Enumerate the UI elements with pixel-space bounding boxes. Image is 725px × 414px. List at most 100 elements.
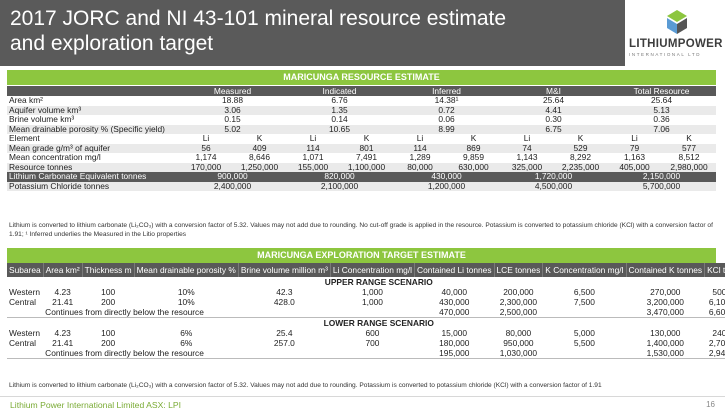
table-cell: 1,143: [516, 152, 538, 162]
resource-col-header: [7, 86, 179, 96]
row-label: Aquifer volume km³: [7, 105, 179, 115]
row-label: Mean drainable porosity % (Specific yiel…: [7, 124, 179, 134]
table-cell: [7, 307, 44, 318]
table-cell: K: [577, 133, 584, 143]
table-cell: 8,646: [249, 152, 270, 162]
logo-subtext: INTERNATIONAL LTD: [629, 52, 702, 57]
scenario-row: LOWER RANGE SCENARIO: [7, 317, 725, 328]
lithium-logo-icon: [667, 10, 687, 34]
table-cell: K: [363, 133, 370, 143]
table-cell: 2,100,000: [286, 181, 393, 191]
table-cell: 6,100,000: [704, 297, 725, 307]
table-cell: 6.75: [500, 124, 607, 134]
row-label: Potassium Chloride tonnes: [7, 181, 179, 191]
table-cell: 2,300,000: [494, 297, 543, 307]
row-label: Area km²: [9, 95, 43, 105]
table-cell: 430,000: [393, 171, 500, 182]
table-cell: 114: [286, 143, 340, 153]
table-cell: 42.3: [238, 287, 331, 297]
row-label: Lithium Carbonate Equivalent tonnes: [7, 171, 179, 182]
table-row: Continues from directly below the resour…: [7, 307, 725, 318]
table-cell: 9,859: [463, 152, 484, 162]
table-cell: 180,000: [414, 338, 495, 348]
table-cell: 6%: [134, 328, 239, 338]
table-cell: 0.72: [393, 105, 500, 115]
scenario-label: LOWER RANGE SCENARIO: [7, 317, 725, 328]
table-cell: 1,200,000: [393, 181, 500, 191]
resource-col-header: Inferred: [393, 86, 500, 96]
table-cell: 1,250,000: [233, 162, 286, 172]
table-cell: Western: [7, 287, 44, 297]
table-cell: 8,292: [570, 152, 591, 162]
exploration-table: Subarea Area km² Thickness m Mean drainable…: [7, 263, 725, 359]
scenario-label: UPPER RANGE SCENARIO: [7, 277, 725, 287]
row-label: Element: [9, 133, 40, 143]
table-cell: 3,200,000: [626, 297, 705, 307]
table-cell: 1,163: [624, 152, 645, 162]
table-cell: 1,720,000: [500, 171, 607, 182]
table-row: Resource tonnes 170,000 1,250,000 155,000 1,…: [7, 162, 716, 172]
table-cell: 0.06: [438, 114, 455, 124]
resource-col-header: M&I: [500, 86, 607, 96]
exploration-section-title: MARICUNGA EXPLORATION TARGET ESTIMATE: [7, 248, 716, 263]
slide-header: 2017 JORC and NI 43-101 mineral resource…: [0, 0, 725, 66]
table-cell: Li: [523, 133, 531, 143]
table-cell: 0.30: [545, 114, 562, 124]
row-label: Brine volume km³: [9, 114, 75, 124]
table-cell: 6,500: [542, 287, 626, 297]
table-cell: 4.23: [43, 328, 83, 338]
table-cell: 7.06: [607, 124, 716, 134]
exploration-col-header: KCl tonnes: [704, 263, 725, 277]
company-logo: LITHIUMPOWER INTERNATIONAL LTD: [625, 0, 725, 66]
slide-title: 2017 JORC and NI 43-101 mineral resource…: [10, 6, 580, 56]
table-cell: K: [256, 133, 263, 143]
table-cell: 79: [607, 143, 662, 153]
table-cell: 6%: [134, 338, 239, 348]
scenario-row: UPPER RANGE SCENARIO: [7, 277, 725, 287]
table-cell: 100: [82, 328, 135, 338]
table-cell: 1,000: [330, 297, 415, 307]
table-cell: 74: [500, 143, 554, 153]
table-cell: Central: [7, 338, 44, 348]
table-cell: 114: [393, 143, 447, 153]
table-row: Aquifer volume km³ 3.06 1.35 0.72 4.41 5.13: [7, 105, 716, 115]
table-row: Western 4.23 100 6% 25.4 600 15,000 80,000 5,000…: [7, 328, 725, 338]
exploration-col-header: Brine volume million m³: [238, 263, 331, 277]
table-cell: 195,000: [414, 348, 495, 359]
table-cell: 1,530,000: [626, 348, 705, 359]
table-cell: 7,491: [356, 152, 377, 162]
exploration-col-header: Contained K tonnes: [626, 263, 706, 277]
table-cell: Li: [202, 133, 210, 143]
title-line-2: and exploration target: [10, 32, 214, 55]
table-cell: 2,700,000: [704, 338, 725, 348]
logo-text: LITHIUMPOWER: [629, 38, 723, 50]
table-cell: 430,000: [414, 297, 495, 307]
table-cell: 1,400,000: [626, 338, 705, 348]
table-cell: 470,000: [414, 307, 495, 318]
exploration-col-header: K Concentration mg/l: [542, 263, 627, 277]
table-cell: 2,940,000: [704, 348, 725, 359]
table-cell: [542, 307, 626, 318]
table-cell: 1,100,000: [340, 162, 393, 172]
table-cell: 14.38¹: [434, 95, 459, 105]
table-cell: 5.13: [607, 105, 716, 115]
table-cell: 25.64: [651, 95, 672, 105]
table-cell: 1.35: [286, 105, 393, 115]
table-cell: 409: [233, 143, 286, 153]
exploration-footnote: Lithium is converted to lithium carbonat…: [9, 382, 602, 389]
table-cell: Li: [631, 133, 638, 143]
row-label: Continues from directly below the resour…: [43, 348, 415, 359]
resource-col-header: Measured: [179, 86, 286, 96]
table-cell: 4,500,000: [500, 181, 607, 191]
table-cell: Li: [416, 133, 424, 143]
table-cell: Central: [7, 297, 44, 307]
table-cell: 200: [82, 338, 135, 348]
exploration-header-row: Subarea Area km² Thickness m Mean drainable…: [7, 263, 725, 277]
row-label: Resource tonnes: [7, 162, 179, 172]
table-cell: 130,000: [626, 328, 705, 338]
table-cell: 1,030,000: [494, 348, 543, 359]
table-cell: 10%: [134, 287, 239, 297]
table-row: Mean grade g/m³ of aquifer 56 409 114 801 114…: [7, 143, 716, 153]
table-cell: 25.64: [543, 95, 564, 105]
footer-divider: [0, 396, 725, 397]
